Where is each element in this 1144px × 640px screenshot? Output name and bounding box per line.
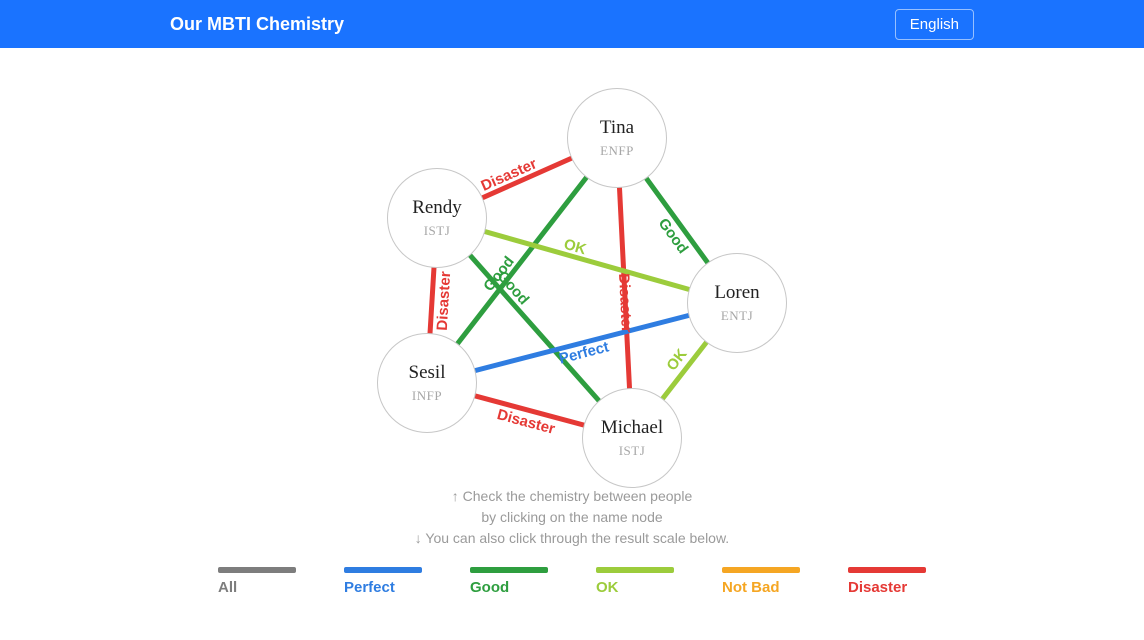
edge-label-rendy-tina: Disaster — [478, 155, 539, 195]
legend-color-swatch — [470, 567, 548, 573]
instructions-line-3: ↓ You can also click through the result … — [0, 528, 1144, 549]
legend-item-good[interactable]: Good — [470, 567, 548, 596]
person-node-sesil[interactable]: Sesil INFP — [377, 333, 477, 433]
legend-label: Disaster — [848, 579, 907, 596]
person-name: Sesil — [409, 362, 446, 384]
person-name: Rendy — [412, 197, 462, 219]
instructions-line-2: by clicking on the name node — [0, 507, 1144, 528]
header-bar: Our MBTI Chemistry English — [0, 0, 1144, 48]
chemistry-network: DisasterGoodGoodDisasterOKDisasterGoodPe… — [292, 68, 852, 468]
person-name: Loren — [714, 282, 759, 304]
person-name: Tina — [600, 117, 634, 139]
instructions-text: ↑ Check the chemistry between people by … — [0, 486, 1144, 549]
diagram-container: DisasterGoodGoodDisasterOKDisasterGoodPe… — [0, 68, 1144, 468]
legend-color-swatch — [848, 567, 926, 573]
person-mbti: ISTJ — [424, 223, 451, 239]
edge-label-sesil-michael: Disaster — [496, 406, 558, 438]
legend-label: Good — [470, 579, 509, 596]
legend-label: Not Bad — [722, 579, 780, 596]
legend-label: All — [218, 579, 237, 596]
legend-item-all[interactable]: All — [218, 567, 296, 596]
legend-color-swatch — [218, 567, 296, 573]
instructions-line-1: ↑ Check the chemistry between people — [0, 486, 1144, 507]
person-node-tina[interactable]: Tina ENFP — [567, 88, 667, 188]
legend-color-swatch — [596, 567, 674, 573]
result-scale-legend: All Perfect Good OK Not Bad Disaster — [0, 567, 1144, 596]
edge-label-loren-michael: OK — [664, 346, 691, 374]
person-mbti: ISTJ — [619, 443, 646, 459]
person-node-michael[interactable]: Michael ISTJ — [582, 388, 682, 488]
legend-color-swatch — [344, 567, 422, 573]
language-button[interactable]: English — [895, 9, 974, 40]
person-node-loren[interactable]: Loren ENTJ — [687, 253, 787, 353]
legend-label: OK — [596, 579, 619, 596]
page-title: Our MBTI Chemistry — [170, 14, 344, 35]
edge-label-rendy-michael: Good — [493, 268, 532, 309]
legend-item-disaster[interactable]: Disaster — [848, 567, 926, 596]
legend-item-perfect[interactable]: Perfect — [344, 567, 422, 596]
person-node-rendy[interactable]: Rendy ISTJ — [387, 168, 487, 268]
legend-item-not-bad[interactable]: Not Bad — [722, 567, 800, 596]
edge-label-rendy-sesil: Disaster — [434, 271, 455, 331]
edge-label-tina-loren: Good — [655, 215, 692, 257]
person-mbti: INFP — [412, 388, 442, 404]
legend-color-swatch — [722, 567, 800, 573]
edge-label-sesil-loren: Perfect — [558, 338, 611, 367]
legend-item-ok[interactable]: OK — [596, 567, 674, 596]
edge-label-tina-sesil: Good — [480, 253, 517, 294]
person-mbti: ENFP — [600, 143, 634, 159]
legend-label: Perfect — [344, 579, 395, 596]
edge-label-tina-michael: Disaster — [615, 273, 635, 333]
person-mbti: ENTJ — [721, 308, 753, 324]
edge-label-rendy-loren: OK — [562, 235, 588, 257]
person-name: Michael — [601, 417, 663, 439]
